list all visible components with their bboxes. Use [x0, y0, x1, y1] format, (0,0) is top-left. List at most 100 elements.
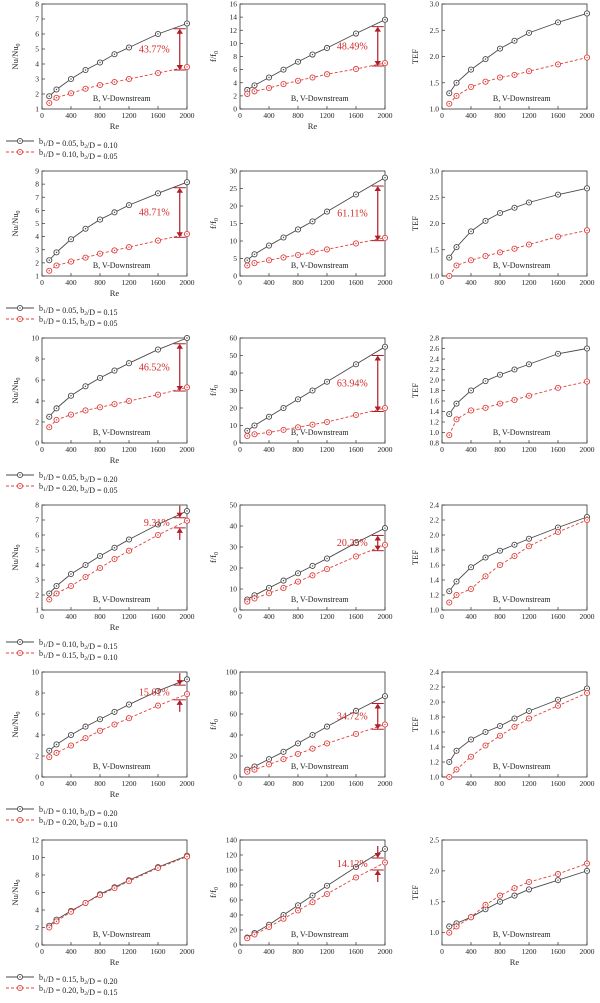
- data-point-s1-dot: [470, 566, 472, 568]
- annotation-arrowhead-up: [176, 343, 183, 349]
- y-tick-label: 10: [32, 334, 40, 343]
- data-point-s2-dot: [268, 431, 270, 434]
- y-tick-label: 30: [230, 543, 238, 552]
- y-tick-label: 10: [230, 421, 238, 430]
- y-axis-label: f/f0: [208, 218, 220, 229]
- x-tick-label: 400: [65, 612, 77, 621]
- data-point-s2-dot: [99, 730, 101, 732]
- data-point-s1-dot: [253, 253, 256, 255]
- y-tick-label: 50: [230, 351, 238, 360]
- series-line-1: [448, 348, 588, 415]
- series-line-2: [48, 520, 188, 600]
- x-tick-label: 800: [94, 111, 106, 120]
- data-point-s1-dot: [128, 538, 130, 541]
- data-point-s1-dot: [297, 398, 299, 400]
- data-point-s1-dot: [513, 368, 516, 371]
- series-line-1: [448, 13, 588, 94]
- data-point-s2-dot: [70, 413, 72, 416]
- x-tick-label: 400: [465, 278, 477, 287]
- data-point-s2-dot: [557, 873, 559, 875]
- annotation-arrowhead-up: [176, 28, 183, 34]
- data-point-s1-dot: [282, 579, 285, 582]
- legend-label-2: b1/D = 0.10, b2/D = 0.05: [39, 148, 118, 161]
- difference-annotation: 46.52%: [139, 343, 186, 392]
- data-point-s2-dot: [246, 937, 248, 939]
- plot-subtitle: B, V-Downstream: [493, 428, 552, 437]
- data-point-s1-dot: [513, 207, 516, 209]
- data-point-s1-dot: [268, 416, 270, 418]
- y-tick-label: 2: [35, 418, 39, 427]
- x-tick-label: 800: [94, 779, 106, 788]
- y-tick-label: 8: [35, 871, 39, 880]
- y-tick-label: 0: [35, 773, 39, 782]
- y-tick-label: 4: [35, 60, 39, 69]
- y-tick-label: 2.0: [430, 698, 440, 707]
- data-point-s2-dot: [557, 531, 559, 533]
- x-tick-label: 800: [94, 445, 106, 454]
- y-tick-label: 3: [35, 245, 39, 254]
- x-tick-label: 0: [40, 445, 44, 454]
- data-point-s1-dot: [157, 192, 159, 195]
- data-point-s2-dot: [355, 68, 357, 70]
- data-point-s2-dot: [253, 90, 256, 92]
- data-point-s2-dot: [113, 249, 116, 252]
- y-tick-label: 100: [226, 866, 238, 875]
- chart-2-0: 0 400 800 1200 1600 2000 0 2 4 6 8 10 Re Nu/Nu0 B, V-D…: [10, 334, 195, 465]
- data-point-s1-dot: [84, 228, 87, 230]
- data-point-s1-dot: [55, 407, 58, 410]
- x-tick-label: 400: [263, 278, 275, 287]
- data-point-s1-dot: [513, 40, 516, 42]
- x-tick-label: 2000: [378, 111, 393, 120]
- series-line-2: [448, 519, 588, 603]
- x-tick-label: 2000: [378, 278, 393, 287]
- data-point-s1-dot: [326, 725, 328, 728]
- y-tick-label: 1.4: [430, 407, 440, 416]
- plot-subtitle: B, V-Downstream: [291, 930, 350, 939]
- plot-subtitle: B, V-Downstream: [493, 261, 552, 270]
- x-tick-label: 800: [292, 278, 304, 287]
- data-point-s1-dot: [186, 181, 188, 183]
- data-point-s1-dot: [70, 78, 72, 80]
- legend-marker-1-dot: [19, 641, 21, 643]
- y-tick-label: 2.8: [430, 334, 440, 343]
- data-point-s1-dot: [484, 220, 487, 222]
- data-point-s2-dot: [246, 264, 248, 267]
- plot-frame: [239, 504, 386, 611]
- y-tick-label: 10: [230, 237, 238, 246]
- series-line-1: [48, 23, 188, 97]
- y-axis-label: TEF: [410, 717, 420, 732]
- annotation-label: 63.94%: [337, 379, 368, 390]
- data-point-s1-dot: [470, 738, 472, 741]
- y-tick-label: 6: [35, 376, 39, 385]
- y-tick-label: 10: [32, 853, 40, 862]
- legend-marker-2-dot: [19, 987, 21, 989]
- data-point-s2-dot: [282, 256, 285, 259]
- data-point-s2-dot: [470, 916, 472, 918]
- y-tick-label: 1.0: [430, 606, 440, 615]
- annotation-arrowhead-down: [374, 406, 381, 412]
- y-tick-label: 2.2: [430, 365, 440, 374]
- data-point-s2-dot: [70, 744, 72, 747]
- y-tick-label: 0: [233, 439, 237, 448]
- legend-marker-1-dot: [19, 307, 21, 309]
- y-tick-label: 20: [230, 202, 238, 211]
- annotation-arrowhead-down: [176, 386, 183, 392]
- plot-frame: [441, 839, 588, 946]
- legend-label-2: b1/D = 0.20, b2/D = 0.10: [39, 816, 118, 829]
- data-point-s2-dot: [499, 894, 501, 897]
- data-point-s1-dot: [48, 259, 50, 261]
- x-tick-label: 0: [40, 278, 44, 287]
- data-point-s1-dot: [448, 761, 450, 763]
- y-tick-label: 10: [230, 39, 238, 48]
- data-point-s1-dot: [355, 542, 357, 544]
- x-tick-label: 0: [238, 612, 242, 621]
- data-point-s1-dot: [499, 725, 501, 727]
- data-point-s1-dot: [355, 710, 357, 712]
- annotation-label: 20.25%: [337, 538, 368, 549]
- data-point-s2-dot: [253, 433, 256, 435]
- x-tick-label: 800: [292, 111, 304, 120]
- x-tick-label: 0: [40, 111, 44, 120]
- data-point-s2-dot: [470, 588, 472, 590]
- data-point-s1-dot: [311, 894, 314, 897]
- x-tick-label: 400: [465, 111, 477, 120]
